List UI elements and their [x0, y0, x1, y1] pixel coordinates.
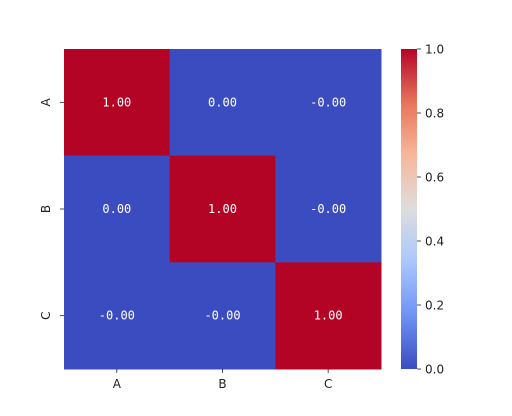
- colorbar-tick-label: 1.0: [425, 43, 444, 57]
- y-tick-label: A: [39, 97, 53, 106]
- colorbar-tick-label: 0.2: [425, 299, 444, 313]
- cell-value-label: 0.00: [102, 202, 131, 216]
- heatmap-cell-a-a: [64, 49, 171, 157]
- colorbar-tick-label: 0.4: [425, 235, 444, 249]
- y-axis: A B C: [39, 97, 64, 320]
- colorbar-tick-label: 0.6: [425, 171, 444, 185]
- colorbar-gradient: [401, 49, 417, 369]
- x-tick-label: A: [113, 377, 122, 391]
- y-tick-label: B: [39, 205, 53, 213]
- cell-value-label: -0.00: [204, 309, 240, 323]
- heatmap-grid: 1.00 0.00 -0.00 0.00 1.00 -0.00 -0.00 -0.00 1.00: [64, 49, 382, 370]
- heatmap-cell-c-b: [169, 262, 276, 370]
- cell-value-label: 0.00: [208, 95, 237, 109]
- cell-value-label: -0.00: [99, 309, 135, 323]
- heatmap-cell-a-b: [169, 49, 276, 157]
- heatmap-cell-c-a: [64, 262, 171, 370]
- heatmap-cell-b-b: [169, 155, 276, 263]
- x-tick-label: C: [324, 377, 332, 391]
- y-tick-label: C: [39, 311, 53, 319]
- cell-value-label: -0.00: [310, 95, 346, 109]
- cell-value-label: 1.00: [102, 95, 131, 109]
- colorbar-tick-label: 0.8: [425, 107, 444, 121]
- heatmap-cell-b-a: [64, 155, 171, 263]
- heatmap-cell-a-c: [275, 49, 382, 157]
- cell-value-label: 1.00: [314, 309, 343, 323]
- colorbar-tick-label: 0.0: [425, 363, 444, 377]
- heatmap-cell-c-c: [275, 262, 382, 370]
- heatmap-cell-b-c: [275, 155, 382, 263]
- x-axis: A B C: [113, 369, 332, 391]
- x-tick-label: B: [218, 377, 226, 391]
- cell-value-label: -0.00: [310, 202, 346, 216]
- cell-value-label: 1.00: [208, 202, 237, 216]
- colorbar: 0.0 0.2 0.4 0.6 0.8 1.0: [401, 43, 444, 377]
